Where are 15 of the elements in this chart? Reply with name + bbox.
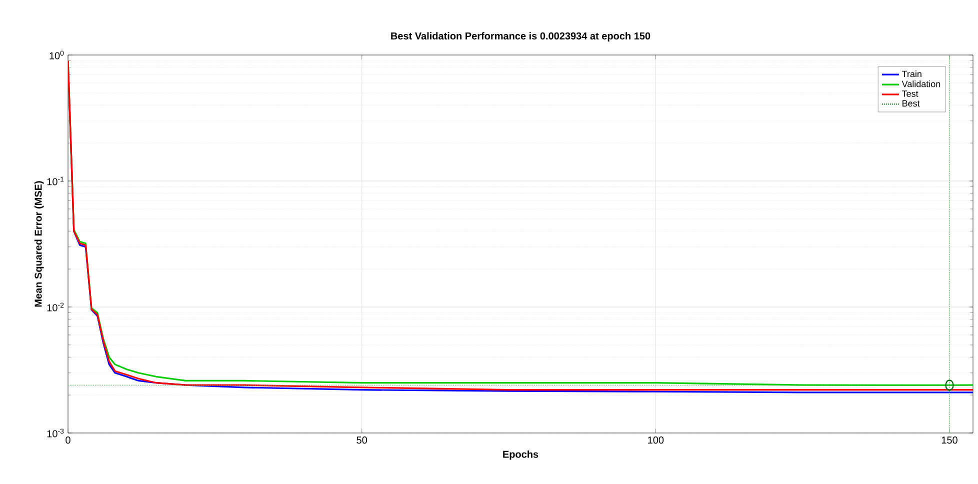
x-tick-label: 150 [942,436,958,444]
legend-label: Validation [902,80,940,88]
x-axis-title: Epochs [503,450,538,460]
y-axis-title: Mean Squared Error (MSE) [34,181,44,307]
y-tick-label: 10$^{-1}$ [47,176,64,186]
legend-label: Test [902,90,918,97]
x-tick-label: 100 [648,436,664,444]
y-tick-label: 10$^{-2}$ [47,302,64,312]
y-tick-label: 10$^{0}$ [50,50,64,60]
x-tick-label: 0 [66,436,70,444]
legend-label: Train [902,70,922,78]
y-tick-label: 10$^{-3}$ [47,428,64,438]
x-tick-label: 50 [356,436,368,444]
legend-label: Best [902,100,920,107]
chart-title: Best Validation Performance is 0.0023934 at epoch 150 [391,32,650,42]
